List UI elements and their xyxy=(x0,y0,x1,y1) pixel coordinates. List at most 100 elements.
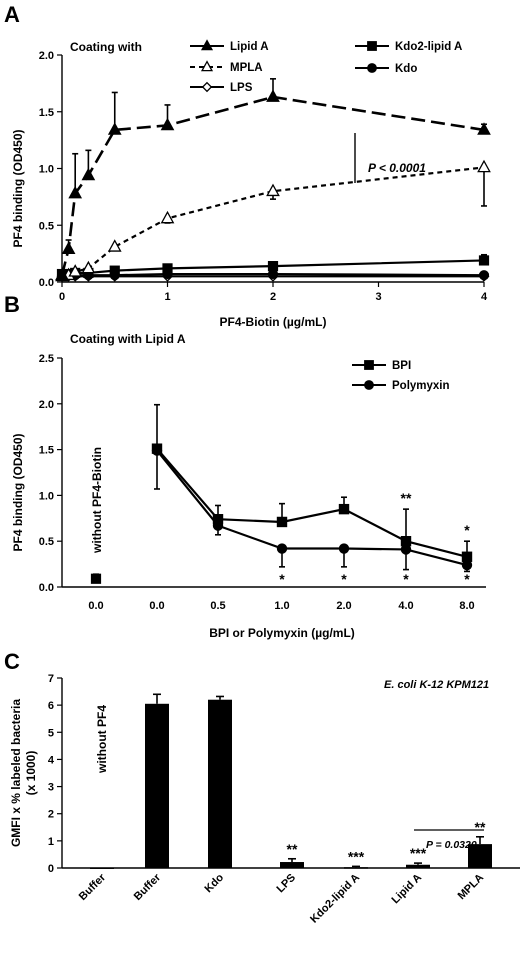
y-tick-label: 1.5 xyxy=(39,107,54,119)
significance-mark: * xyxy=(279,571,285,587)
series-line-polymyxin xyxy=(156,449,468,567)
legend-label: Lipid A xyxy=(230,41,269,53)
x-tick-label: 8.0 xyxy=(459,600,474,612)
x-axis-title: BPI or Polymyxin (µg/mL) xyxy=(209,626,355,640)
bar xyxy=(344,867,368,869)
significance-mark: ** xyxy=(401,490,412,506)
legend-marker xyxy=(367,41,377,51)
bar xyxy=(208,699,232,868)
x-tick-label: Buffer xyxy=(132,871,164,903)
y-axis-title: (x 1000) xyxy=(24,751,38,796)
panel-c-strain-label: E. coli K-12 KPM121 xyxy=(384,679,489,691)
data-point xyxy=(81,167,96,181)
data-point xyxy=(61,241,76,254)
bar xyxy=(280,862,304,868)
bar xyxy=(468,844,492,868)
data-point xyxy=(160,210,175,224)
x-tick-label: 3 xyxy=(375,291,381,303)
x-tick-label: Kdo xyxy=(203,871,227,895)
y-axis-title: GMFI x % labeled bacteria xyxy=(9,699,23,847)
significance-mark: ** xyxy=(287,841,298,857)
data-point xyxy=(151,445,163,456)
bar xyxy=(90,867,114,869)
legend-label: LPS xyxy=(230,82,253,94)
chart-b: 0.0 0.5 1.0 1.5 2.0 2.5 0.0 0.0 0.5 1.0 2.0 4.0 8.0 B… xyxy=(11,353,486,640)
chart-c: 0 1 2 3 4 5 6 7 GMFI x % labeled bacteria (x 1000… xyxy=(9,673,520,926)
x-tick-label: 0.0 xyxy=(149,600,164,612)
legend-marker xyxy=(201,81,213,93)
legend-marker xyxy=(367,63,377,73)
panel-b-without-label: without PF4-Biotin xyxy=(90,447,104,554)
y-tick-label: 1 xyxy=(48,836,54,848)
panel-b-letter: B xyxy=(4,292,20,317)
y-tick-label: 2.0 xyxy=(39,50,54,62)
y-tick-label: 0.5 xyxy=(39,536,54,548)
data-point xyxy=(478,270,490,281)
data-point xyxy=(338,543,350,554)
data-point xyxy=(267,261,279,272)
x-tick-label: MPLA xyxy=(456,872,487,903)
data-point xyxy=(276,516,288,528)
legend-label: BPI xyxy=(392,360,411,372)
x-tick-label: 1 xyxy=(164,291,170,303)
y-tick-label: 0 xyxy=(48,863,54,875)
data-point xyxy=(109,265,120,276)
legend-marker xyxy=(200,39,214,51)
baseline-point xyxy=(90,573,102,584)
legend-label: Kdo2-lipid A xyxy=(395,41,462,53)
y-tick-label: 5 xyxy=(48,727,54,739)
data-point xyxy=(400,544,412,555)
y-tick-label: 0.5 xyxy=(39,220,54,232)
significance-mark: * xyxy=(403,571,409,587)
data-point xyxy=(107,122,122,135)
y-tick-label: 7 xyxy=(48,673,54,685)
data-point xyxy=(477,122,491,135)
data-point xyxy=(477,159,491,173)
y-axis-title: PF4 binding (OD450) xyxy=(11,433,25,551)
data-point xyxy=(55,267,69,281)
panel-a-pvalue: P < 0.0001 xyxy=(368,161,426,175)
y-tick-label: 2.0 xyxy=(39,399,54,411)
significance-mark: * xyxy=(464,522,470,538)
x-tick-label: 0.0 xyxy=(88,600,103,612)
y-tick-label: 2.5 xyxy=(39,353,54,365)
data-point xyxy=(68,264,83,277)
data-point xyxy=(338,503,350,515)
x-axis-title: PF4-Biotin (µg/mL) xyxy=(220,315,327,329)
legend-label: MPLA xyxy=(230,62,263,74)
data-point xyxy=(276,543,288,554)
significance-mark: *** xyxy=(348,848,365,864)
panel-a-coating-label: Coating with xyxy=(70,40,142,54)
bar xyxy=(406,864,430,868)
significance-mark: *** xyxy=(410,845,427,861)
legend-label: Polymyxin xyxy=(392,380,450,392)
legend-marker xyxy=(364,380,374,390)
panel-b-coating-label: Coating with Lipid A xyxy=(70,332,186,346)
x-tick-label: 2 xyxy=(270,291,276,303)
x-tick-label: 0.5 xyxy=(210,600,225,612)
legend-label: Kdo xyxy=(395,63,417,75)
legend-marker xyxy=(200,60,214,72)
x-tick-label: 4 xyxy=(481,291,488,303)
data-point xyxy=(266,89,280,102)
y-tick-label: 2 xyxy=(48,809,54,821)
legend-marker xyxy=(364,360,374,370)
x-tick-label: LPS xyxy=(274,872,298,896)
data-point xyxy=(107,239,122,252)
data-point xyxy=(212,520,224,531)
panel-a-letter: A xyxy=(4,2,20,27)
x-tick-label: 1.0 xyxy=(274,600,289,612)
data-point xyxy=(266,183,280,197)
panel-c-letter: C xyxy=(4,649,20,674)
x-tick-label: 4.0 xyxy=(398,600,413,612)
data-point xyxy=(162,263,173,274)
x-tick-label: 0 xyxy=(59,291,65,303)
y-tick-label: 3 xyxy=(48,782,54,794)
y-tick-label: 1.5 xyxy=(39,445,54,457)
series-line-lipid-a xyxy=(60,95,485,276)
y-tick-label: 0.0 xyxy=(39,582,54,594)
y-tick-label: 4 xyxy=(48,754,55,766)
x-tick-label: 2.0 xyxy=(336,600,351,612)
